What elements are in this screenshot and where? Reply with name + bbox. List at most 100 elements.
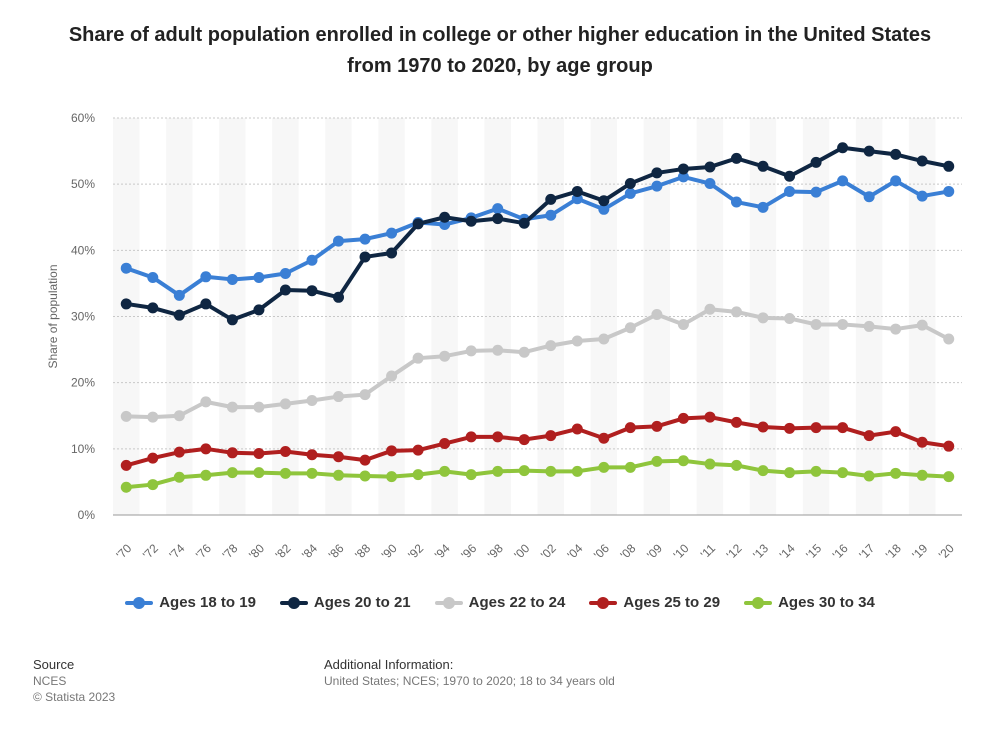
x-tick-label: '06: [591, 541, 612, 562]
legend-item-ages-18-19[interactable]: Ages 18 to 19: [125, 594, 256, 611]
data-point: [916, 436, 928, 448]
x-tick-label: '13: [750, 541, 771, 562]
data-point: [147, 302, 159, 314]
data-point: [147, 271, 159, 283]
data-point: [253, 304, 265, 316]
data-point: [757, 465, 769, 477]
line-chart: 0% 10% 20% 30% 40% 50% 60% Share of population '…: [46, 111, 962, 562]
data-point: [200, 271, 212, 283]
data-point: [730, 416, 742, 428]
data-point: [518, 217, 530, 229]
data-point: [147, 479, 159, 491]
data-point: [333, 235, 345, 247]
data-point: [465, 469, 477, 481]
data-point: [306, 449, 318, 461]
legend-item-ages-22-24[interactable]: Ages 22 to 24: [434, 594, 566, 611]
data-point: [518, 434, 530, 446]
data-point: [492, 431, 504, 443]
data-point: [279, 398, 291, 410]
data-point: [226, 401, 238, 413]
column-band: [802, 118, 830, 515]
data-point: [545, 193, 557, 205]
x-tick-label: '72: [140, 541, 161, 562]
chart-title: Share of adult population enrolled in co…: [68, 24, 932, 77]
legend-marker-icon: [125, 596, 154, 609]
data-point: [253, 467, 265, 479]
data-point: [837, 142, 849, 154]
y-tick-label: 40%: [71, 243, 95, 257]
data-point: [279, 284, 291, 296]
data-point: [439, 211, 451, 223]
source-link[interactable]: NCES: [33, 674, 67, 688]
data-point: [386, 370, 398, 382]
data-point: [704, 178, 716, 190]
data-point: [306, 254, 318, 266]
data-point: [226, 273, 238, 285]
data-point: [784, 170, 796, 182]
x-tick-label: '96: [458, 541, 479, 562]
data-point: [810, 156, 822, 168]
x-tick-label: '74: [166, 541, 187, 562]
data-point: [359, 233, 371, 245]
data-point: [545, 340, 557, 352]
data-point: [598, 195, 610, 207]
data-point: [412, 469, 424, 481]
data-point: [226, 447, 238, 459]
legend-item-ages-25-29[interactable]: Ages 25 to 29: [589, 594, 720, 611]
data-point: [863, 145, 875, 157]
data-point: [120, 410, 132, 422]
data-point: [704, 303, 716, 315]
data-point: [545, 209, 557, 221]
x-tick-label: '90: [379, 541, 400, 562]
data-point: [173, 309, 185, 321]
data-point: [890, 426, 902, 438]
legend-label: Ages 22 to 24: [468, 594, 566, 611]
data-point: [571, 185, 583, 197]
data-point: [439, 350, 451, 362]
y-tick-label: 0%: [78, 508, 96, 522]
data-point: [943, 440, 955, 452]
data-point: [492, 213, 504, 225]
legend-marker-icon: [279, 596, 308, 609]
data-point: [465, 431, 477, 443]
data-point: [651, 180, 663, 192]
data-point: [757, 421, 769, 433]
data-point: [412, 352, 424, 364]
data-point: [386, 227, 398, 239]
x-tick-label: '76: [193, 541, 214, 562]
data-point: [598, 461, 610, 473]
data-point: [677, 163, 689, 175]
x-tick-label: '84: [299, 541, 320, 562]
data-point: [784, 422, 796, 434]
data-point: [916, 190, 928, 202]
data-point: [916, 469, 928, 481]
data-point: [598, 333, 610, 345]
data-point: [439, 465, 451, 477]
data-point: [916, 155, 928, 167]
data-point: [173, 410, 185, 422]
data-point: [890, 175, 902, 187]
data-point: [784, 185, 796, 197]
data-point: [200, 443, 212, 455]
x-tick-label: '88: [352, 541, 373, 562]
legend-item-ages-30-34[interactable]: Ages 30 to 34: [744, 594, 875, 611]
data-point: [943, 160, 955, 172]
legend-marker-icon: [744, 596, 773, 609]
x-tick-label: '15: [803, 541, 824, 562]
y-tick-label: 30%: [71, 310, 95, 324]
data-point: [359, 454, 371, 466]
x-tick-label: '00: [511, 541, 532, 562]
data-point: [333, 451, 345, 463]
data-point: [253, 401, 265, 413]
legend-label: Ages 18 to 19: [159, 594, 256, 611]
x-tick-label: '04: [564, 541, 585, 562]
data-point: [916, 319, 928, 331]
x-tick-label: '09: [644, 541, 665, 562]
data-point: [492, 465, 504, 477]
legend-item-ages-20-21[interactable]: Ages 20 to 21: [279, 594, 411, 611]
y-tick-label: 20%: [71, 376, 95, 390]
data-point: [757, 201, 769, 213]
data-point: [359, 251, 371, 263]
x-tick-label: '20: [936, 541, 957, 562]
data-point: [863, 320, 875, 332]
